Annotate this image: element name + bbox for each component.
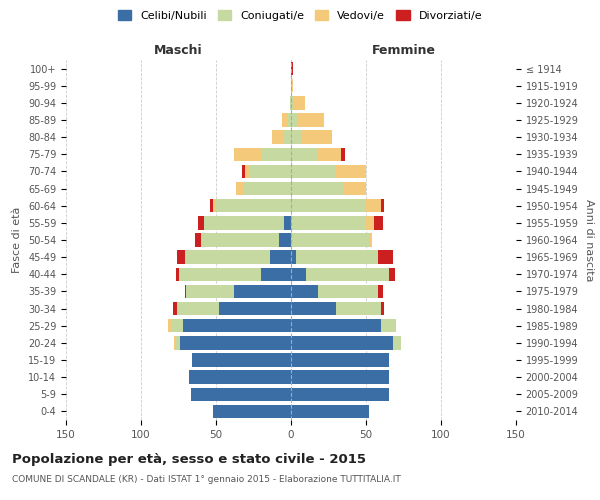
Bar [176, 268, 179, 281]
Bar [291, 336, 393, 349]
Bar [271, 130, 284, 144]
Bar [369, 234, 372, 246]
Bar [177, 250, 185, 264]
Bar [306, 268, 389, 281]
Bar [336, 164, 366, 178]
Bar [381, 319, 396, 332]
Bar [291, 199, 366, 212]
Bar [219, 302, 291, 316]
Bar [270, 250, 291, 264]
Bar [234, 148, 261, 161]
Bar [234, 284, 291, 298]
Bar [198, 216, 204, 230]
Bar [180, 336, 291, 349]
Bar [291, 250, 296, 264]
Bar [381, 302, 384, 316]
Text: Femmine: Femmine [371, 44, 436, 57]
Bar [381, 199, 384, 212]
Bar [204, 216, 284, 230]
Bar [291, 234, 369, 246]
Bar [185, 250, 270, 264]
Bar [235, 182, 243, 196]
Bar [296, 250, 378, 264]
Bar [291, 354, 389, 366]
Bar [213, 404, 291, 418]
Bar [291, 404, 369, 418]
Bar [210, 199, 213, 212]
Bar [291, 148, 318, 161]
Bar [373, 216, 383, 230]
Bar [291, 62, 293, 76]
Bar [173, 302, 177, 316]
Bar [366, 199, 381, 212]
Bar [245, 164, 249, 178]
Bar [343, 182, 366, 196]
Bar [179, 268, 261, 281]
Bar [291, 388, 389, 401]
Bar [293, 96, 305, 110]
Bar [366, 216, 373, 230]
Y-axis label: Fasce di età: Fasce di età [13, 207, 22, 273]
Y-axis label: Anni di nascita: Anni di nascita [584, 198, 594, 281]
Bar [243, 182, 291, 196]
Bar [318, 148, 341, 161]
Bar [261, 268, 291, 281]
Bar [284, 216, 291, 230]
Bar [291, 114, 297, 126]
Bar [213, 199, 216, 212]
Bar [291, 319, 381, 332]
Bar [291, 370, 389, 384]
Bar [393, 336, 401, 349]
Bar [389, 268, 395, 281]
Bar [291, 130, 302, 144]
Bar [282, 114, 288, 126]
Bar [176, 336, 180, 349]
Text: Popolazione per età, sesso e stato civile - 2015: Popolazione per età, sesso e stato civil… [12, 452, 366, 466]
Bar [177, 302, 219, 316]
Bar [378, 250, 393, 264]
Bar [297, 114, 324, 126]
Bar [249, 164, 291, 178]
Bar [174, 336, 176, 349]
Bar [216, 199, 291, 212]
Bar [192, 354, 291, 366]
Bar [171, 319, 183, 332]
Text: Maschi: Maschi [154, 44, 203, 57]
Bar [291, 216, 366, 230]
Bar [185, 284, 186, 298]
Bar [189, 370, 291, 384]
Bar [378, 284, 383, 298]
Bar [291, 302, 336, 316]
Bar [288, 114, 291, 126]
Bar [191, 388, 291, 401]
Bar [341, 148, 345, 161]
Bar [241, 164, 245, 178]
Bar [291, 79, 293, 92]
Text: COMUNE DI SCANDALE (KR) - Dati ISTAT 1° gennaio 2015 - Elaborazione TUTTITALIA.I: COMUNE DI SCANDALE (KR) - Dati ISTAT 1° … [12, 475, 401, 484]
Bar [291, 96, 293, 110]
Bar [284, 130, 291, 144]
Bar [291, 164, 336, 178]
Bar [336, 302, 381, 316]
Bar [290, 96, 291, 110]
Bar [291, 284, 318, 298]
Bar [318, 284, 378, 298]
Bar [291, 182, 343, 196]
Bar [195, 234, 201, 246]
Bar [201, 234, 279, 246]
Bar [183, 319, 291, 332]
Bar [168, 319, 171, 332]
Legend: Celibi/Nubili, Coniugati/e, Vedovi/e, Divorziati/e: Celibi/Nubili, Coniugati/e, Vedovi/e, Di… [113, 6, 487, 25]
Bar [302, 130, 331, 144]
Bar [279, 234, 291, 246]
Bar [186, 284, 234, 298]
Bar [261, 148, 291, 161]
Bar [291, 268, 306, 281]
